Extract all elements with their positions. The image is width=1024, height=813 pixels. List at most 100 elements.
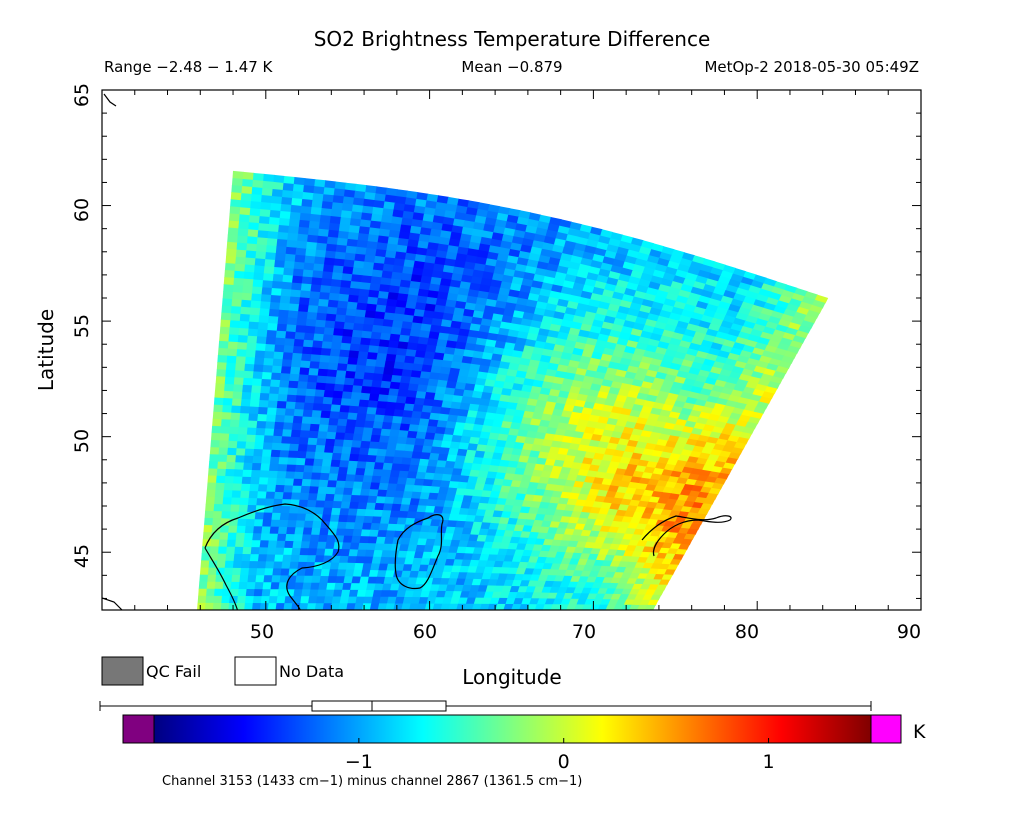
swath-pixel [814,294,829,304]
swath-pixel [493,535,504,544]
swath-pixel [503,604,514,610]
swath-pixel [595,422,608,431]
swath-pixel [646,501,658,509]
swath-pixel [331,452,343,461]
swath-pixel [599,435,612,444]
corner-coast-bl [102,597,123,610]
swath-pixel [248,215,261,224]
swath-pixel [338,224,351,233]
swath-pixel [282,274,294,284]
swath-pixel [446,487,458,496]
swath-pixel [529,418,542,427]
swath-pixel [303,575,314,584]
x-axis-label: Longitude [462,665,561,689]
swath-pixel [454,211,467,221]
swath-pixel [421,364,433,373]
swath-pixel [198,588,208,597]
swath-pixel [327,229,340,239]
swath-pixel [483,418,495,427]
swath-pixel [310,207,323,216]
swath-pixel [275,478,286,486]
swath-pixel [339,596,350,604]
swath-pixel [591,582,603,589]
swath-pixel [326,306,338,316]
swath-pixel [217,355,228,364]
swath-pixel [314,507,325,515]
swath-pixel [261,456,272,465]
swath-pixel [536,482,548,491]
swath-pixel [586,420,598,429]
swath-pixel [495,260,508,269]
swath-pixel [282,492,293,500]
swath-pixel [697,435,710,443]
swath-pixel [579,553,591,560]
swath-pixel [617,388,630,398]
swath-pixel [416,247,428,257]
swath-pixel [672,424,685,432]
swath-pixel [326,535,337,543]
swath-pixel [614,468,627,476]
swath-pixel [526,218,540,228]
swath-pixel [213,404,224,413]
swath-pixel [570,353,583,363]
swath-pixel [226,248,238,258]
y-tick-label: 65 [71,83,93,107]
swath-pixel [584,599,596,606]
swath-pixel [401,321,413,330]
swath-pixel [269,526,280,535]
swath-pixel [245,250,257,259]
swath-pixel [229,419,240,428]
swath-pixel [517,429,529,438]
swath-pixel [406,246,418,255]
swath-pixel [363,468,375,477]
swath-pixel [656,415,670,423]
swath-pixel [279,575,289,583]
swath-pixel [227,447,238,456]
swath-pixel [538,501,550,510]
swath-pixel [237,434,248,443]
swath-pixel [499,427,511,436]
swath-pixel [486,372,498,382]
swath-pixel [293,177,306,186]
swath-pixel [675,549,687,556]
swath-pixel [555,338,568,347]
swath-pixel [386,298,398,308]
swath-pixel [281,436,292,445]
swath-pixel [341,273,353,282]
swath-pixel [473,597,485,605]
swath-pixel [386,596,397,605]
swath-pixel [516,297,529,307]
swath-pixel [432,439,443,448]
swath-pixel [445,340,458,349]
swath-pixel [515,370,528,379]
swath-pixel [586,536,598,544]
swath-pixel [536,556,548,564]
swath-pixel [343,487,354,496]
swath-pixel [487,204,501,214]
swath-pixel [610,479,622,487]
swath-pixel [418,564,430,572]
swath-pixel [327,425,338,433]
swath-pixel [213,397,225,406]
swath-pixel [363,556,374,564]
swath-pixel [259,393,270,402]
swath-pixel [371,428,383,436]
swath-pixel [517,397,530,406]
swath-pixel [280,506,291,514]
swath-pixel [484,412,497,421]
swath-pixel [301,479,312,487]
swath-pixel [537,393,550,402]
swath-pixel [269,386,280,395]
swath-pixel [601,478,614,486]
swath-pixel [390,543,402,552]
swath-pixel [220,312,232,321]
swath-pixel [342,583,352,591]
swath-pixel [250,392,261,401]
swath-pixel [508,395,520,404]
swath-pixel [480,522,492,530]
swath-pixel [460,533,471,542]
swath-pixel [241,554,252,562]
swath-pixel [509,561,521,569]
swath-pixel [246,582,256,590]
swath-pixel [479,398,491,407]
